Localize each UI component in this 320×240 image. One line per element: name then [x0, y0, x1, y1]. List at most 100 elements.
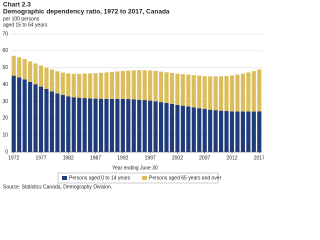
- bar-segment: [175, 104, 180, 152]
- y-tick-label: 10: [2, 132, 8, 138]
- legend-label: Persons aged 0 to 14 years: [69, 176, 131, 182]
- x-tick-label: 2017: [254, 155, 264, 161]
- bar-segment: [38, 86, 44, 152]
- bar-segment: [191, 75, 196, 108]
- bar-segment: [257, 69, 262, 112]
- bar-segment: [158, 102, 164, 152]
- x-tick-label: 1977: [35, 155, 46, 161]
- bar-segment: [104, 72, 109, 99]
- bar-segment: [44, 88, 49, 152]
- bar-segment: [240, 111, 245, 152]
- bar-segment: [229, 75, 235, 112]
- bar-segment: [120, 98, 125, 152]
- bar-segment: [219, 76, 224, 111]
- y-tick-label: 20: [2, 116, 8, 122]
- bar-segment: [219, 110, 224, 152]
- x-tick-label: 1987: [90, 155, 101, 161]
- y-tick-label: 30: [2, 99, 8, 105]
- bar-segment: [17, 77, 22, 152]
- bar-segment: [98, 72, 104, 99]
- bar-segment: [126, 70, 131, 100]
- bar-segment: [22, 79, 27, 152]
- bar-segment: [77, 73, 82, 98]
- legend-label: Persons aged 65 years and over: [149, 176, 222, 182]
- bar-segment: [11, 55, 16, 76]
- chart-title: Chart 2.3: [3, 2, 31, 9]
- x-tick-label: 2007: [199, 155, 210, 161]
- bar-segment: [66, 96, 71, 152]
- bar-segment: [71, 73, 76, 98]
- bar-segment: [49, 69, 54, 92]
- y-tick-label: 40: [2, 82, 8, 88]
- bar-segment: [71, 97, 76, 152]
- x-tick-label: 1997: [145, 155, 156, 161]
- bar-segment: [77, 97, 82, 152]
- bar-segment: [186, 74, 191, 107]
- bar-segment: [251, 111, 256, 152]
- bar-segment: [246, 111, 251, 152]
- y-tick-label: 70: [2, 31, 8, 37]
- bar-segment: [148, 100, 153, 152]
- bar-segment: [175, 73, 180, 105]
- bar-segment: [33, 84, 38, 152]
- bar-segment: [109, 71, 115, 99]
- bar-segment: [115, 71, 120, 99]
- bar-segment: [33, 63, 38, 85]
- page: Chart 2.3 Demographic dependency ratio, …: [2, 1, 264, 191]
- bar-segment: [88, 73, 93, 99]
- bar-segment: [208, 109, 213, 152]
- legend-box: [57, 172, 219, 184]
- bar-segment: [28, 61, 33, 82]
- bar-segment: [257, 111, 262, 152]
- bar-segment: [169, 72, 175, 104]
- bar-segment: [186, 106, 191, 152]
- bar-segment: [109, 98, 115, 152]
- bar-segment: [191, 107, 196, 152]
- y-label: per 100 persons: [3, 16, 40, 22]
- bar-segment: [131, 70, 136, 100]
- bar-segment: [60, 72, 65, 96]
- y-tick-label: 60: [2, 48, 8, 54]
- bar-segment: [153, 70, 158, 102]
- bar-segment: [197, 75, 202, 109]
- legend-swatch: [142, 176, 147, 180]
- y-tick-label: 0: [5, 149, 8, 155]
- bar-segment: [240, 73, 245, 112]
- bar-segment: [66, 73, 71, 97]
- bar-segment: [44, 67, 49, 89]
- chart: Chart 2.3 Demographic dependency ratio, …: [2, 2, 264, 191]
- x-tick-label: 1992: [117, 155, 128, 161]
- bar-segment: [213, 110, 218, 152]
- bar-segment: [22, 59, 27, 80]
- bar-segment: [208, 76, 213, 110]
- bar-segment: [82, 98, 87, 152]
- bar-segment: [38, 65, 44, 87]
- x-tick-label: 2012: [226, 155, 237, 161]
- bar-segment: [142, 70, 147, 101]
- chart-subtitle: Demographic dependency ratio, 1972 to 20…: [3, 9, 170, 16]
- bar-segment: [55, 93, 60, 152]
- bar-segment: [158, 71, 164, 103]
- bar-segment: [180, 105, 185, 152]
- bar-segment: [126, 99, 131, 152]
- bar-segment: [224, 111, 229, 152]
- y-label: aged 15 to 64 years: [3, 22, 48, 28]
- bar-segment: [93, 73, 98, 99]
- bar-segment: [142, 100, 147, 152]
- bar-segment: [120, 70, 125, 99]
- bar-segment: [88, 98, 93, 152]
- x-tick-label: 2002: [172, 155, 183, 161]
- bar-segment: [246, 72, 251, 112]
- bar-segment: [115, 98, 120, 152]
- bar-segment: [49, 91, 54, 152]
- bar-segment: [213, 76, 218, 111]
- bar-segment: [202, 76, 207, 110]
- legend-swatch: [62, 176, 67, 180]
- bar-segment: [55, 71, 60, 94]
- bar-segment: [202, 109, 207, 152]
- y-tick-label: 50: [2, 65, 8, 71]
- bar-segment: [164, 72, 169, 103]
- bar-segment: [164, 102, 169, 152]
- bar-segment: [60, 95, 65, 152]
- bar-segment: [235, 74, 240, 112]
